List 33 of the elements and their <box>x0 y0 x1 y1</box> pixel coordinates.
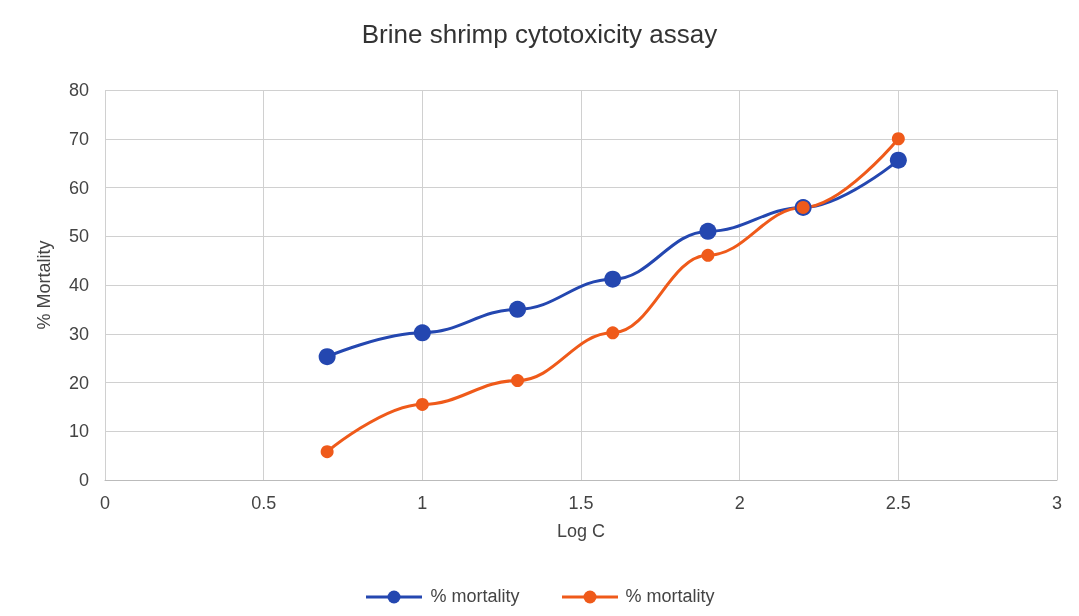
point <box>606 326 620 340</box>
y-tick-label: 50 <box>68 226 89 247</box>
x-tick-label: 0.5 <box>251 493 277 513</box>
point <box>701 248 715 262</box>
point <box>511 374 525 388</box>
chart-title: Brine shrimp cytotoxicity assay <box>361 19 718 49</box>
x-tick-label: 1.5 <box>568 493 594 513</box>
x-tick-label: 3 <box>1051 493 1063 513</box>
y-tick-label: 0 <box>78 470 89 490</box>
x-tick-label: 2.5 <box>885 493 911 513</box>
x-tick-label: 2 <box>734 493 745 513</box>
point <box>604 270 622 288</box>
y-tick-label: 70 <box>68 128 89 149</box>
point <box>889 151 907 169</box>
x-tick-label: 1 <box>417 493 428 513</box>
y-tick-label: 30 <box>68 323 89 344</box>
y-tick-label: 10 <box>68 421 89 442</box>
point <box>413 324 431 342</box>
x-tick-label: 0 <box>99 493 111 513</box>
y-tick-label: 60 <box>68 177 89 198</box>
point <box>891 132 905 146</box>
y-tick-label: 20 <box>68 372 89 393</box>
y-tick-label: 40 <box>68 275 89 295</box>
point <box>509 300 527 318</box>
legend-label: % mortality <box>625 586 715 607</box>
point <box>699 222 717 240</box>
point <box>320 445 334 459</box>
y-axis-title: % Mortality <box>34 240 54 330</box>
y-tick-label: 80 <box>68 80 89 100</box>
point <box>415 397 429 411</box>
legend-label: % mortality <box>430 586 520 607</box>
point <box>318 348 336 366</box>
x-axis-title: Log C <box>556 521 606 541</box>
